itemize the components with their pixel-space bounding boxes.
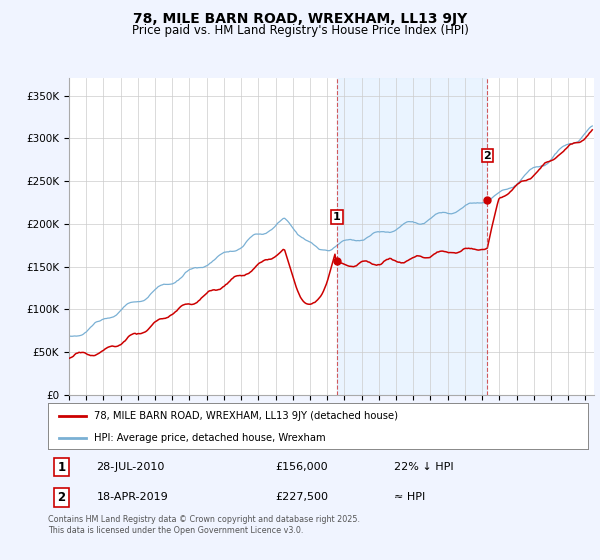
Text: 22% ↓ HPI: 22% ↓ HPI [394,462,453,472]
Text: 1: 1 [58,460,65,474]
Text: 78, MILE BARN ROAD, WREXHAM, LL13 9JY (detached house): 78, MILE BARN ROAD, WREXHAM, LL13 9JY (d… [94,411,398,421]
Text: 2: 2 [483,151,491,161]
Text: 28-JUL-2010: 28-JUL-2010 [97,462,165,472]
Text: ≈ HPI: ≈ HPI [394,492,425,502]
Text: £156,000: £156,000 [275,462,328,472]
Text: 18-APR-2019: 18-APR-2019 [97,492,169,502]
Bar [337,78,487,395]
Text: 78, MILE BARN ROAD, WREXHAM, LL13 9JY: 78, MILE BARN ROAD, WREXHAM, LL13 9JY [133,12,467,26]
Text: £227,500: £227,500 [275,492,328,502]
Text: Price paid vs. HM Land Registry's House Price Index (HPI): Price paid vs. HM Land Registry's House … [131,24,469,36]
Text: 1: 1 [333,212,341,222]
Text: Contains HM Land Registry data © Crown copyright and database right 2025.
This d: Contains HM Land Registry data © Crown c… [48,515,360,535]
Text: 2: 2 [58,491,65,504]
Text: HPI: Average price, detached house, Wrexham: HPI: Average price, detached house, Wrex… [94,433,326,442]
